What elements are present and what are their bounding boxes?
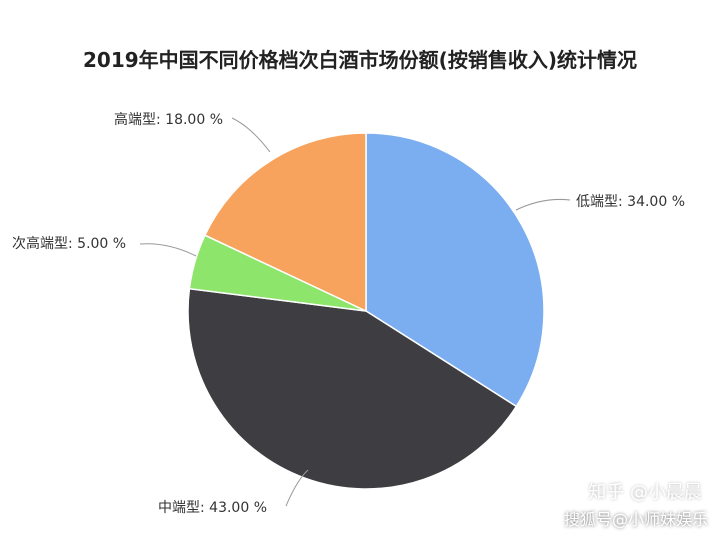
slice-label-0: 低端型: 34.00 % bbox=[576, 194, 685, 210]
slice-label-2: 次高端型: 5.00 % bbox=[12, 235, 126, 252]
slice-label-1: 中端型: 43.00 % bbox=[158, 500, 267, 516]
slice-label-3: 高端型: 18.00 % bbox=[114, 111, 223, 128]
chart-title: 2019年中国不同价格档次白酒市场份额(按销售收入)统计情况 bbox=[83, 48, 637, 72]
pie-slice-1 bbox=[187, 287, 518, 490]
leader-line-3 bbox=[231, 117, 271, 153]
pie-slice-3 bbox=[203, 132, 367, 313]
source-watermark: 搜狐号@小师妹娱乐 bbox=[563, 510, 708, 529]
pie-slice-0 bbox=[365, 132, 545, 408]
brand-watermark: 知乎 @小晨晨 bbox=[588, 482, 702, 503]
leader-line-1 bbox=[285, 469, 309, 507]
leader-line-2 bbox=[139, 243, 197, 257]
leader-line-0 bbox=[515, 199, 571, 211]
